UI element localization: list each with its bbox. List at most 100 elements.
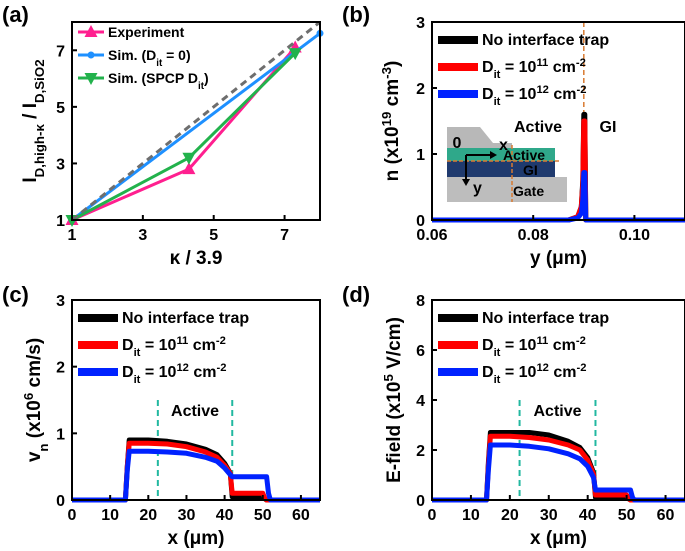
legend-label-part: D xyxy=(122,337,134,354)
legend-label: Sim. (SPCP Dit) xyxy=(108,70,209,92)
x-tick-label: 1 xyxy=(68,227,77,244)
y-tick-label: 1 xyxy=(56,213,65,230)
legend-marker xyxy=(84,25,98,37)
y-axis-label-part: 6 xyxy=(21,393,36,400)
y-tick-label: 3 xyxy=(56,156,65,173)
y-tick-label: 7 xyxy=(56,43,65,60)
y-tick-label: 1 xyxy=(56,426,65,443)
plot-frame xyxy=(71,299,321,501)
y-axis-label-part: E-field (x10 xyxy=(384,382,405,483)
active-label: Active xyxy=(534,403,582,420)
panel-label: (a) xyxy=(2,2,29,27)
legend-label-part: 12 xyxy=(176,362,188,374)
legend-label-part: cm xyxy=(549,364,577,381)
legend-label-part: 11 xyxy=(536,335,548,347)
x-axis-label: x (μm) xyxy=(530,528,587,549)
legend-label-part: = 10 xyxy=(500,364,536,381)
legend-label-part: 11 xyxy=(176,335,188,347)
y-axis-label-part: 19 xyxy=(379,112,394,127)
active-label: Active xyxy=(514,119,562,136)
plot-frame xyxy=(431,299,685,501)
plot-frame xyxy=(431,21,685,221)
data-point xyxy=(288,48,302,61)
legend-label-part: 11 xyxy=(536,57,548,69)
inset-x-arrow xyxy=(490,151,497,159)
legend-label-part: Sim. (SPCP D xyxy=(108,70,198,86)
plot-frame xyxy=(71,21,321,221)
x-tick-label: 50 xyxy=(254,507,272,524)
x-axis-label: κ / 3.9 xyxy=(170,248,223,269)
y-axis-label: vn (x106 cm/s) xyxy=(21,338,51,462)
legend-label: Dit = 1011 cm-2 xyxy=(482,335,586,359)
y-axis-label-part: cm xyxy=(382,79,403,112)
series-line xyxy=(71,20,321,222)
legend-label-part: D xyxy=(482,364,494,381)
legend-label-part: Experiment xyxy=(108,24,185,40)
data-point xyxy=(182,152,196,165)
gi-label: GI xyxy=(600,119,617,136)
legend-label-part: cm xyxy=(189,364,217,381)
panel-label: (c) xyxy=(2,282,29,307)
legend-label-part: cm xyxy=(188,337,216,354)
panel-a: (a) 1 3 5 7 1 3 5 7 κ / 3.9 ID,high-κ / ID,SiO2 Exp… xyxy=(2,2,324,269)
legend-label-part: = 10 xyxy=(140,364,176,381)
inset-y-label: y xyxy=(473,180,482,197)
x-tick-label: 7 xyxy=(280,227,289,244)
x-tick-label: 30 xyxy=(540,507,558,524)
x-tick-label: 3 xyxy=(138,227,147,244)
y-axis-label-part: 2 xyxy=(32,59,47,66)
panel-d: (d) Active 0 10 20 30 40 50 60 0 2 4 6 8 x (μm) E-field… xyxy=(342,282,685,549)
x-tick-label: 40 xyxy=(579,507,597,524)
legend-marker xyxy=(84,73,98,85)
y-tick-label: 3 xyxy=(416,15,425,32)
x-tick-label: 0.06 xyxy=(416,227,447,244)
legend-label-part: it xyxy=(156,58,163,69)
y-axis-label-part: n xyxy=(36,443,51,451)
x-tick-label: 0 xyxy=(428,507,437,524)
x-tick-label: 5 xyxy=(209,227,218,244)
legend-label-part: D xyxy=(482,337,494,354)
x-axis-label: y (μm) xyxy=(530,248,587,269)
y-tick-label: 2 xyxy=(56,360,65,377)
y-axis-label: n (x1019 cm-3) xyxy=(379,61,404,182)
legend-label: Dit = 1012 cm-2 xyxy=(482,362,586,386)
legend-label: Dit = 1012 cm-2 xyxy=(482,84,586,108)
y-axis-label-part: n (x10 xyxy=(382,126,403,181)
inset-origin: 0 xyxy=(453,135,462,152)
legend-label-part: = 10 xyxy=(500,59,536,76)
legend-label-part: -2 xyxy=(216,335,226,347)
legend-label-part: Sim. (D xyxy=(108,47,156,63)
legend-label-part: ) xyxy=(204,70,209,86)
y-axis-label-part: -3 xyxy=(379,67,394,79)
legend-label-part: -2 xyxy=(576,335,586,347)
legend-label-part: = 10 xyxy=(500,86,536,103)
series-line xyxy=(432,433,685,503)
legend-label-part: it xyxy=(494,69,501,81)
y-tick-label: 4 xyxy=(416,393,425,410)
legend-label-part: it xyxy=(494,96,501,108)
legend-label: Dit = 1011 cm-2 xyxy=(482,57,586,81)
y-tick-label: 3 xyxy=(56,293,65,310)
y-axis-label-part: / I xyxy=(20,103,41,124)
y-tick-label: 0 xyxy=(416,213,425,230)
y-axis-label-part: I xyxy=(20,177,41,182)
legend-label: No interface trap xyxy=(122,310,249,327)
y-axis-label-part: V/cm) xyxy=(384,317,405,374)
x-tick-label: 20 xyxy=(501,507,519,524)
y-axis-label: E-field (x105 V/cm) xyxy=(381,317,406,483)
x-tick-label: 10 xyxy=(462,507,480,524)
y-axis-label-part: 5 xyxy=(381,374,396,382)
panel-label: (b) xyxy=(342,2,370,27)
legend-label-part: 12 xyxy=(536,362,548,374)
legend-label-part: D xyxy=(122,364,134,381)
inset-gi-layer xyxy=(447,161,555,177)
legend-label-part: it xyxy=(494,374,501,386)
y-axis-label-part: cm/s) xyxy=(24,338,45,393)
legend-label: Dit = 1011 cm-2 xyxy=(122,335,226,359)
y-axis-label-part: D,high-κ xyxy=(32,124,47,178)
active-label: Active xyxy=(171,403,219,420)
legend-label-part: -2 xyxy=(216,362,226,374)
